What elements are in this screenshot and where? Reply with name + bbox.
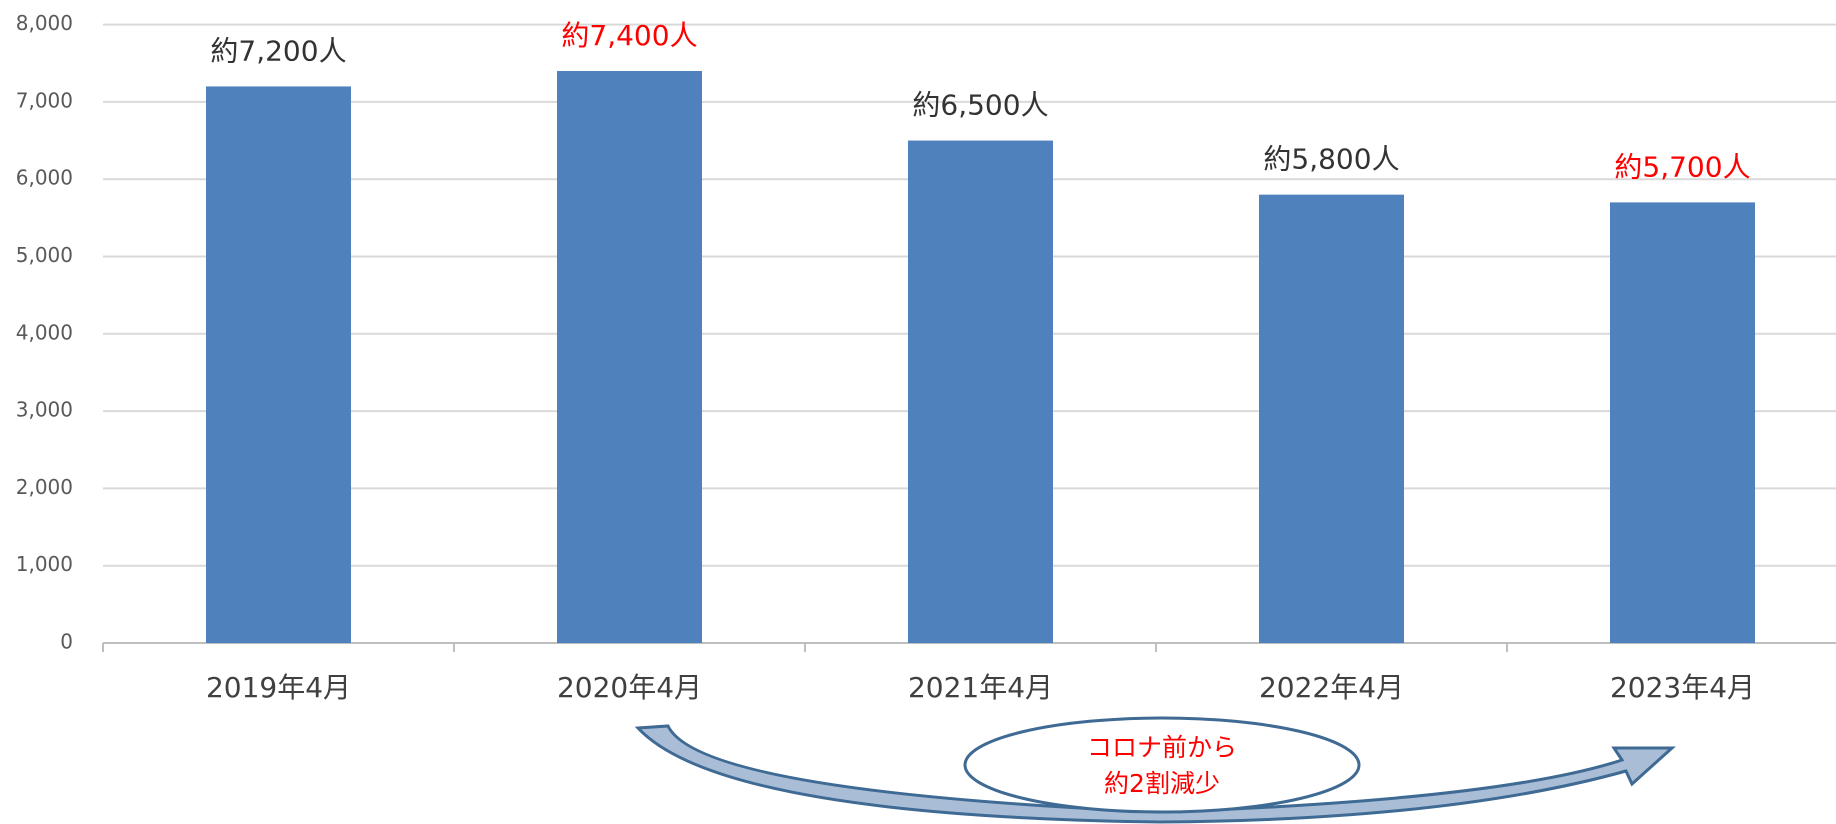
y-tick-label: 5,000	[16, 243, 73, 267]
x-tick-label: 2023年4月	[1610, 671, 1755, 704]
annotation: 約2割減少	[1104, 769, 1220, 798]
annotation-ellipse	[963, 716, 1361, 814]
value-label: 約7,400人	[561, 19, 697, 52]
y-tick-label: 0	[60, 630, 73, 654]
bar	[557, 70, 702, 644]
y-tick-label: 7,000	[16, 88, 73, 112]
x-tick-label: 2022年4月	[1259, 671, 1404, 704]
bar	[1610, 202, 1755, 643]
x-tick-label: 2021年4月	[908, 671, 1053, 704]
value-label: 約6,500人	[912, 89, 1048, 122]
x-tick-label: 2020年4月	[557, 671, 702, 704]
y-tick-label: 1,000	[16, 552, 73, 576]
bar	[206, 86, 351, 643]
bar	[908, 140, 1053, 644]
x-tick-label: 2019年4月	[206, 671, 351, 704]
value-label: 約5,800人	[1263, 143, 1399, 176]
y-tick-label: 3,000	[16, 398, 73, 422]
value-label: 約7,200人	[210, 34, 346, 67]
bar	[1259, 194, 1404, 643]
y-tick-label: 2,000	[16, 475, 73, 499]
arrow	[634, 724, 1676, 824]
value-label: 約5,700人	[1614, 150, 1750, 183]
annotation: コロナ前から	[1087, 733, 1237, 762]
y-tick-label: 8,000	[16, 11, 73, 35]
y-tick-label: 6,000	[16, 166, 73, 190]
y-tick-label: 4,000	[16, 320, 73, 344]
